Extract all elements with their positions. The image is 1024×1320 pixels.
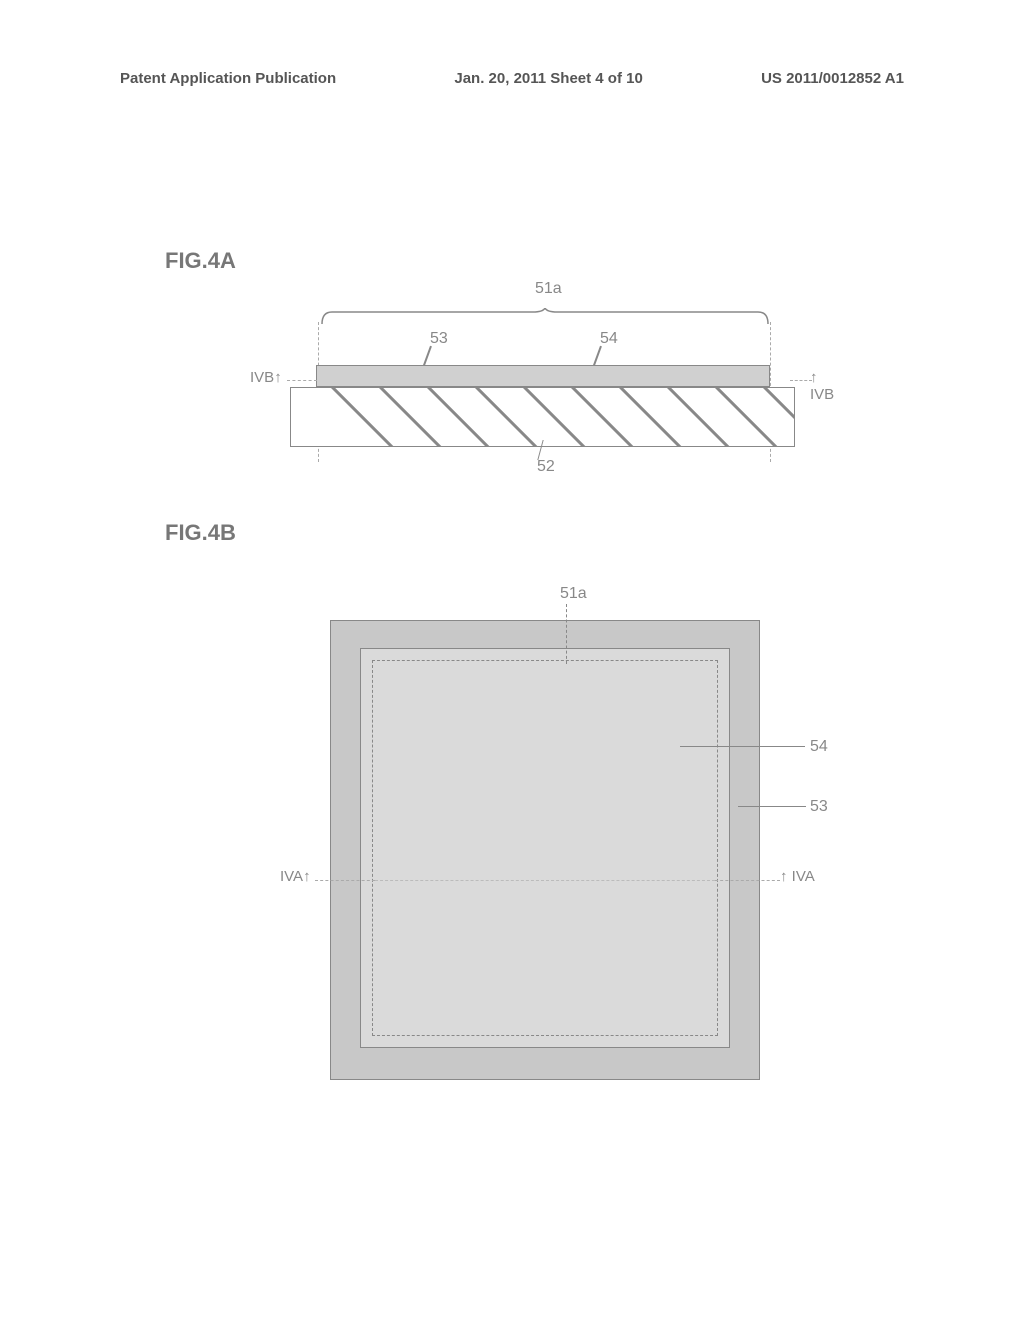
ivb-left-text: IVB (250, 369, 274, 386)
bracket-51a (320, 308, 770, 326)
leader-53 (423, 346, 432, 367)
header-right: US 2011/0012852 A1 (761, 70, 904, 87)
ref-53: 53 (810, 798, 828, 816)
layer-53-54 (316, 365, 770, 387)
leader-54 (593, 346, 602, 367)
header-center: Jan. 20, 2011 Sheet 4 of 10 (454, 70, 642, 87)
figure-4b-label: FIG.4B (165, 520, 236, 546)
section-dash-right (715, 880, 780, 881)
section-dash-mid (375, 880, 715, 881)
ref-53: 53 (430, 330, 448, 348)
ref-52: 52 (537, 458, 555, 476)
figure-4a-label: FIG.4A (165, 248, 236, 274)
section-marker-ivb-right: ↑ IVB (810, 369, 834, 403)
arrow-up-icon: ↑ (303, 868, 311, 885)
leader-54 (680, 746, 805, 747)
patent-header: Patent Application Publication Jan. 20, … (120, 70, 904, 87)
section-dash-left (315, 880, 375, 881)
section-marker-iva-left: IVA↑ (280, 868, 311, 885)
section-dash-left (287, 380, 317, 381)
layer-52-substrate (290, 387, 795, 447)
arrow-up-icon: ↑ (810, 369, 818, 386)
ref-54: 54 (810, 738, 828, 756)
cross-section (290, 365, 795, 445)
section-dash-right (790, 380, 812, 381)
header-left: Patent Application Publication (120, 70, 336, 87)
ref-54: 54 (600, 330, 618, 348)
section-marker-iva-right: ↑ IVA (780, 868, 815, 885)
ref-51a: 51a (560, 585, 587, 603)
iva-right-text: IVA (792, 868, 815, 885)
arrow-up-icon: ↑ (274, 369, 282, 386)
leader-53 (738, 806, 806, 807)
iva-left-text: IVA (280, 868, 303, 885)
ivb-right-text: IVB (810, 386, 834, 403)
section-marker-ivb-left: IVB↑ (250, 369, 282, 386)
inner-dash-boundary (372, 660, 718, 1036)
arrow-up-icon: ↑ (780, 868, 788, 885)
figure-4a-diagram: 51a 53 54 IVB↑ ↑ IVB 52 (290, 280, 820, 480)
ref-51a: 51a (535, 280, 562, 298)
figure-4b-diagram: 51a 54 53 IVA↑ ↑ IVA (330, 590, 830, 1090)
leader-51a (566, 604, 567, 664)
